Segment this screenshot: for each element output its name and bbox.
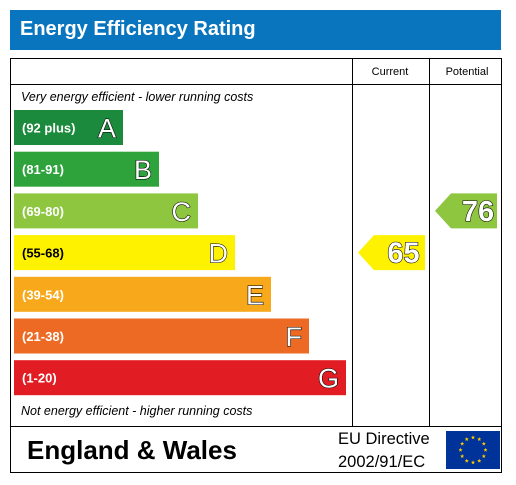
rating-bar-d	[14, 235, 235, 271]
eu-star	[483, 447, 488, 452]
rating-letter-c: C	[172, 197, 192, 227]
eu-star	[460, 441, 465, 446]
chart-title: Energy Efficiency Rating	[20, 18, 256, 40]
rating-letter-e: E	[246, 280, 264, 310]
footer-directive-line2: 2002/91/EC	[338, 453, 425, 471]
eu-star	[481, 454, 486, 459]
rating-bar-e	[14, 276, 271, 312]
potential-rating-value: 76	[462, 196, 494, 228]
eu-star	[481, 441, 486, 446]
current-rating-value: 65	[387, 238, 419, 270]
eu-star	[464, 458, 469, 463]
rating-arrows: 65 76	[358, 193, 497, 270]
eu-star	[460, 454, 465, 459]
rating-range-a: (92 plus)	[22, 121, 75, 136]
eu-star	[477, 436, 482, 441]
rating-range-g: (1-20)	[22, 371, 57, 386]
footer-region: England & Wales	[27, 435, 237, 465]
potential-rating-arrow	[435, 193, 497, 229]
current-rating-arrow	[358, 235, 425, 271]
rating-range-d: (55-68)	[22, 246, 64, 261]
eu-flag-icon	[446, 431, 500, 469]
footer-frame	[10, 426, 502, 473]
rating-bar-b	[14, 151, 159, 187]
rating-bar-f	[14, 318, 309, 354]
eu-star	[464, 436, 469, 441]
rating-letter-g: G	[318, 364, 339, 394]
rating-bar-g	[14, 360, 346, 396]
eu-star	[470, 435, 476, 440]
rating-range-f: (21-38)	[22, 329, 64, 344]
efficient-caption: Very energy efficient - lower running co…	[21, 90, 253, 104]
potential-column-header: Potential	[446, 66, 489, 78]
rating-letter-a: A	[98, 114, 116, 144]
rating-range-c: (69-80)	[22, 204, 64, 219]
rating-bar-a	[14, 110, 123, 145]
rating-letter-d: D	[209, 239, 229, 269]
eu-star	[477, 458, 482, 463]
rating-range-e: (39-54)	[22, 287, 64, 302]
inefficient-caption: Not energy efficient - higher running co…	[21, 404, 252, 418]
rating-letter-b: B	[134, 155, 152, 185]
rating-bars: (92 plus) A (81-91) B (69-80) C (55-68) D (39-54…	[14, 110, 346, 396]
footer-directive-line1: EU Directive	[338, 430, 430, 448]
title-bar: Energy Efficiency Rating	[10, 10, 501, 50]
rating-bar-c	[14, 193, 198, 229]
current-column-header: Current	[372, 66, 409, 78]
eu-star	[470, 460, 476, 465]
rating-letter-f: F	[286, 322, 303, 352]
rating-range-b: (81-91)	[22, 162, 64, 177]
eu-star	[458, 447, 463, 452]
